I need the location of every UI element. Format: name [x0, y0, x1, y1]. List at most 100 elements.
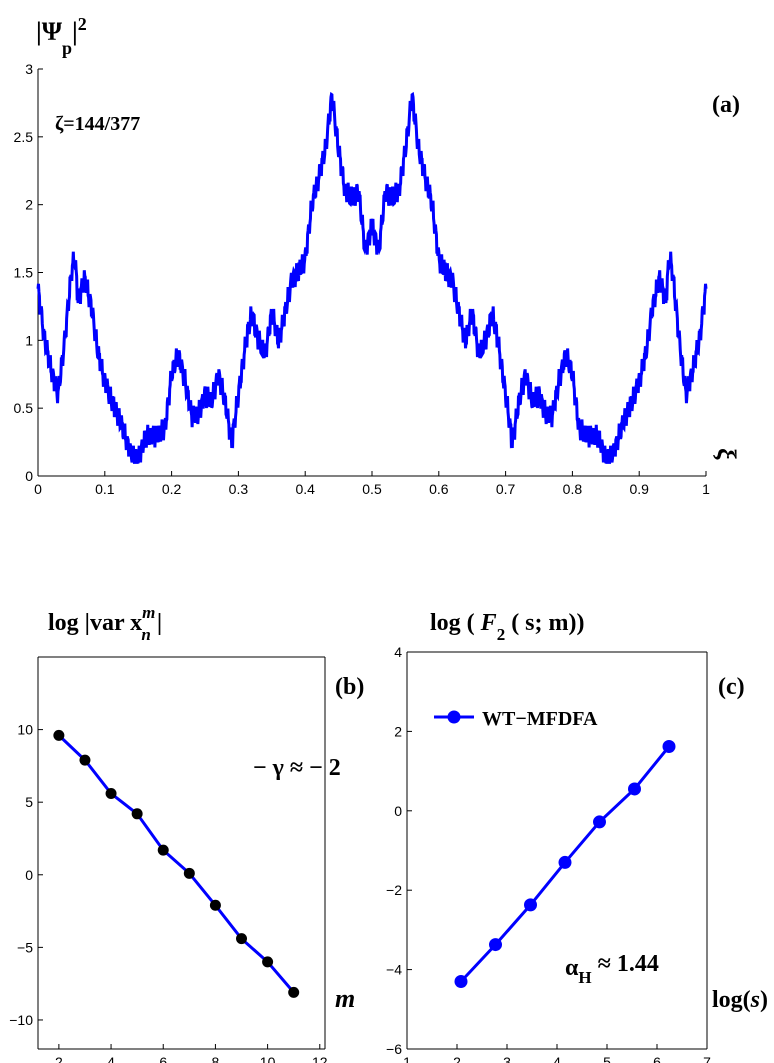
panel-b-data-point: [262, 956, 274, 968]
panel-c-markers: [454, 739, 676, 989]
panel-b-data-point: [79, 754, 91, 766]
panel-a-y-tick-label: 2.5: [14, 129, 34, 145]
panel-a-x-tick-label: 0: [34, 481, 42, 497]
panel-b-data-point: [131, 808, 143, 820]
panel-a-x-tick-label: 0.4: [295, 481, 315, 497]
panel-c-data-point: [454, 975, 468, 989]
panel-a-ylabel-sup: 2: [78, 14, 87, 34]
panel-c-x-tick-label: 5: [603, 1054, 611, 1063]
panel-c-y-tick-label: −2: [386, 882, 402, 898]
panel-b-data-point: [53, 729, 65, 741]
panel-b-data-point: [105, 787, 117, 799]
panel-b-x-tick-label: 2: [55, 1054, 63, 1063]
panel-b-y-tick-label: −5: [17, 939, 33, 955]
panel-b-x-tick-label: 12: [312, 1054, 328, 1063]
panel-c-x-tick-label: 7: [703, 1054, 711, 1063]
panel-b-y-tick-label: −10: [9, 1012, 33, 1028]
panel-c-data-point: [662, 739, 676, 753]
panel-c-data-point: [524, 898, 537, 912]
panel-b-ylabel-post: |: [157, 610, 162, 636]
panel-b-x-tick-label: 4: [107, 1054, 115, 1063]
panel-c-annotation-sub: H: [578, 968, 591, 987]
panel-c-y-tick-label: −4: [386, 962, 402, 978]
panel-c-label: (c): [718, 674, 745, 700]
panel-a-wavefunction-line: [36, 91, 708, 464]
panel-c-y-tick-label: 0: [394, 803, 402, 819]
panel-b-data-point: [288, 986, 300, 998]
panel-c-annotation: αH ≈ 1.44: [565, 951, 659, 987]
panel-c-legend-text: WT−MFDFA: [482, 708, 598, 730]
panel-a-y-tick-label: 0: [25, 468, 33, 484]
panel-a-ylabel-close: |: [72, 17, 78, 46]
panel-a-x-tick-label: 0.1: [95, 481, 115, 497]
panel-b-ylabel-sub: n: [141, 625, 150, 644]
panel-a-xlabel: ξ: [712, 448, 741, 460]
panel-c-y-tick-label: −6: [386, 1041, 402, 1057]
panel-b-y-tick-label: 0: [25, 867, 33, 883]
panel-b-y-tick-label: 10: [17, 722, 33, 738]
panel-c-ylabel-var: F: [480, 610, 497, 636]
panel-a-x-tick-label: 0.9: [629, 481, 649, 497]
panel-c-ticks: 1 2 3 4 5 6 7 −6 −4 −2 0 2 4: [386, 644, 711, 1063]
panel-c-annotation-main: α: [565, 955, 579, 981]
panel-a-x-tick-label: 1: [702, 481, 710, 497]
panel-a-ylabel: |Ψp|2: [36, 14, 87, 58]
panel-c-ylabel-pre: log (: [430, 610, 481, 636]
panel-a-ylabel-sub: p: [62, 38, 72, 58]
panel-b-ylabel-sup: m: [142, 603, 155, 622]
panel-c-x-tick-label: 4: [553, 1054, 561, 1063]
panel-c-x-tick-label: 6: [653, 1054, 661, 1063]
panel-c-data-point: [558, 855, 572, 869]
panel-b-axes: [37, 656, 326, 1050]
panel-b-y-tick-label: 5: [25, 794, 33, 810]
panel-c-legend-marker: [447, 710, 461, 724]
panel-b-x-tick-label: 6: [159, 1054, 167, 1063]
panel-c-x-tick-label: 2: [453, 1054, 461, 1063]
panel-a: 0 0.1 0.2 0.3 0.4 0.5 0.6 0.7 0.8 0.9 1 0 0.5 1 1.5 2 2.…: [14, 14, 741, 497]
panel-c-xlabel-post: ): [760, 987, 768, 1013]
panel-b-markers: [53, 729, 300, 998]
panel-c-data-point: [628, 782, 641, 796]
panel-a-annotation: ζ=144/377: [55, 113, 140, 135]
panel-c-annotation-rest: ≈ 1.44: [592, 951, 659, 977]
panel-c-data-point: [489, 938, 502, 952]
panel-c-xlabel: log(s): [712, 987, 768, 1013]
panel-a-x-tick-label: 0.3: [229, 481, 249, 497]
panel-c-ylabel-args: ( s; m)): [505, 610, 584, 636]
panel-a-x-tick-label: 0.5: [362, 481, 382, 497]
panel-b-xlabel: m: [335, 984, 355, 1013]
panel-b-ticks: 2 4 6 8 10 12 −10 −5 0 5 10: [9, 722, 328, 1063]
panel-a-x-tick-label: 0.8: [563, 481, 583, 497]
panel-b-annotation: − γ ≈ − 2: [253, 755, 341, 781]
panel-c-y-tick-label: 2: [394, 723, 402, 739]
panel-a-label: (a): [712, 92, 740, 118]
panel-c-ylabel: log ( F2 ( s; m)): [430, 610, 585, 644]
panel-a-y-tick-label: 1: [25, 332, 33, 348]
panel-b-x-tick-label: 8: [212, 1054, 220, 1063]
panel-b-ylabel-pre: log |var x: [48, 610, 142, 636]
panel-a-ticks: 0 0.1 0.2 0.3 0.4 0.5 0.6 0.7 0.8 0.9 1 0 0.5 1 1.5 2 2.…: [14, 61, 711, 497]
panel-c-data-point: [593, 815, 606, 829]
panel-c-xlabel-pre: log(: [712, 987, 751, 1013]
panel-a-y-tick-label: 1.5: [14, 265, 34, 281]
panel-a-ylabel-main: |Ψ: [36, 17, 63, 46]
panel-c-legend: WT−MFDFA: [434, 708, 598, 730]
panel-a-y-tick-label: 2: [25, 197, 33, 213]
panel-b-data-point: [157, 844, 169, 856]
panel-c-ylabel-sub: 2: [497, 625, 506, 644]
panel-c-xlabel-var: s: [750, 987, 760, 1013]
panel-a-y-tick-label: 3: [25, 61, 33, 77]
panel-a-x-tick-label: 0.2: [162, 481, 182, 497]
panel-c-x-tick-label: 3: [503, 1054, 511, 1063]
panel-a-x-tick-label: 0.6: [429, 481, 449, 497]
panel-b-ylabel: log |var xm n |: [48, 603, 162, 644]
panel-b-data-point: [236, 933, 248, 945]
panel-a-y-tick-label: 0.5: [14, 400, 34, 416]
panel-b-label: (b): [335, 674, 364, 700]
panel-b-x-tick-label: 10: [260, 1054, 276, 1063]
panel-a-x-tick-label: 0.7: [496, 481, 516, 497]
panel-b-data-point: [183, 867, 195, 879]
